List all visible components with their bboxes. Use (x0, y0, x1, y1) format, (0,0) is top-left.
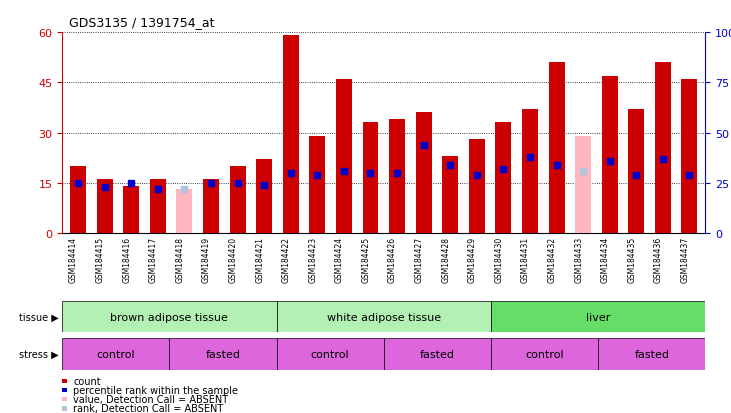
Text: GSM184418: GSM184418 (175, 236, 184, 282)
Bar (170, 339, 276, 370)
Text: count: count (73, 376, 101, 386)
Bar (309, 137, 325, 233)
Bar (469, 140, 485, 233)
Bar (522, 110, 538, 233)
Text: white adipose tissue: white adipose tissue (327, 312, 441, 322)
Text: GSM184429: GSM184429 (468, 236, 477, 282)
Bar (548, 63, 564, 233)
Bar (62, 339, 170, 370)
Bar (681, 80, 697, 233)
Text: GSM184421: GSM184421 (255, 236, 264, 282)
Text: GSM184431: GSM184431 (521, 236, 530, 282)
Bar (491, 339, 598, 370)
Text: GSM184423: GSM184423 (308, 236, 317, 282)
Bar (389, 120, 405, 233)
Bar (203, 180, 219, 233)
Text: fasted: fasted (205, 349, 240, 359)
Text: control: control (96, 349, 135, 359)
Bar (655, 63, 671, 233)
Bar (256, 160, 272, 233)
Bar (442, 157, 458, 233)
Text: control: control (311, 349, 349, 359)
Bar (416, 113, 431, 233)
Bar (598, 339, 705, 370)
Text: GSM184435: GSM184435 (627, 236, 636, 282)
Text: rank, Detection Call = ABSENT: rank, Detection Call = ABSENT (73, 404, 224, 413)
Text: percentile rank within the sample: percentile rank within the sample (73, 385, 238, 395)
Text: value, Detection Call = ABSENT: value, Detection Call = ABSENT (73, 394, 228, 404)
Text: GSM184427: GSM184427 (414, 236, 424, 282)
Bar (230, 166, 246, 233)
Bar (336, 80, 352, 233)
Text: GSM184430: GSM184430 (494, 236, 504, 282)
Text: GSM184434: GSM184434 (601, 236, 610, 282)
Bar (96, 180, 113, 233)
Bar (496, 123, 512, 233)
Text: GSM184433: GSM184433 (574, 236, 583, 282)
Text: GSM184415: GSM184415 (96, 236, 105, 282)
Text: GSM184420: GSM184420 (229, 236, 238, 282)
Text: control: control (526, 349, 564, 359)
Text: GSM184425: GSM184425 (362, 236, 371, 282)
Text: fasted: fasted (635, 349, 670, 359)
Text: GSM184432: GSM184432 (548, 236, 556, 282)
Text: GDS3135 / 1391754_at: GDS3135 / 1391754_at (69, 16, 215, 29)
Text: fasted: fasted (420, 349, 455, 359)
Text: GSM184414: GSM184414 (69, 236, 78, 282)
Text: GSM184426: GSM184426 (388, 236, 397, 282)
Bar (150, 180, 166, 233)
Text: GSM184419: GSM184419 (202, 236, 211, 282)
Bar (363, 123, 379, 233)
Text: GSM184424: GSM184424 (335, 236, 344, 282)
Text: GSM184416: GSM184416 (122, 236, 132, 282)
Text: GSM184422: GSM184422 (281, 236, 291, 282)
Bar (276, 301, 491, 332)
Text: GSM184436: GSM184436 (654, 236, 663, 282)
Text: GSM184417: GSM184417 (149, 236, 158, 282)
Text: stress ▶: stress ▶ (19, 349, 58, 359)
Text: tissue ▶: tissue ▶ (19, 312, 58, 322)
Text: liver: liver (586, 312, 610, 322)
Bar (124, 187, 139, 233)
Text: GSM184428: GSM184428 (442, 236, 450, 282)
Bar (176, 190, 192, 233)
Bar (276, 339, 384, 370)
Text: GSM184437: GSM184437 (681, 236, 689, 282)
Bar (602, 76, 618, 233)
Bar (62, 301, 276, 332)
Bar (384, 339, 491, 370)
Text: brown adipose tissue: brown adipose tissue (110, 312, 228, 322)
Bar (70, 166, 86, 233)
Bar (629, 110, 644, 233)
Bar (283, 36, 299, 233)
Bar (491, 301, 705, 332)
Bar (575, 137, 591, 233)
